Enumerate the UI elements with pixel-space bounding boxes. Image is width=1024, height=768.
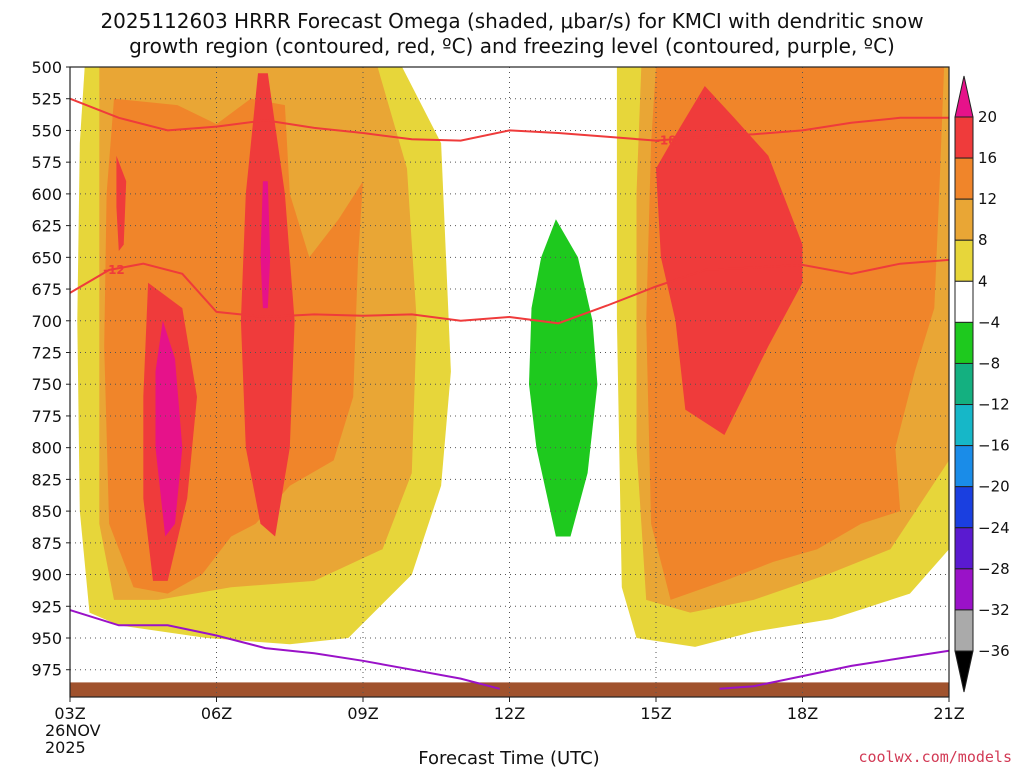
- colorbar-swatch: [954, 362, 974, 406]
- x-tick-label: 09Z: [347, 704, 378, 723]
- y-tick-label: 775: [31, 407, 62, 426]
- x-tick-label: 18Z: [787, 704, 818, 723]
- dgz-contours: -18 -12: [69, 97, 950, 325]
- colorbar-label: −16: [978, 437, 1010, 455]
- colorbar-label: 8: [978, 231, 988, 249]
- y-tick-label: 975: [31, 661, 62, 680]
- x-tick-label: 12Z: [494, 704, 525, 723]
- omega-fills: [77, 67, 949, 647]
- colorbar-label: 20: [978, 108, 997, 126]
- colorbar-label: −24: [978, 519, 1010, 537]
- y-tick-label: 750: [31, 375, 62, 394]
- colorbar-label: −32: [978, 601, 1010, 619]
- omega-region-10: [260, 181, 271, 309]
- colorbar-label: −4: [978, 313, 1000, 331]
- freezing-level-line-1: [719, 649, 950, 690]
- y-tick-label: 525: [31, 90, 62, 109]
- colorbar-label: −28: [978, 560, 1010, 578]
- y-tick-label: 650: [31, 248, 62, 267]
- x-tick-label: 21Z: [933, 704, 964, 723]
- x-date-line-2: 2025: [45, 738, 86, 757]
- chart-title-line-1: 2025112603 HRRR Forecast Omega (shaded, …: [100, 9, 923, 33]
- colorbar-label: −12: [978, 396, 1010, 414]
- y-tick-label: 800: [31, 439, 62, 458]
- y-tick-label: 925: [31, 597, 62, 616]
- x-axis-title: Forecast Time (UTC): [418, 748, 599, 768]
- y-tick-label: 900: [31, 566, 62, 585]
- colorbar-swatch: [954, 568, 974, 611]
- colorbar-swatch: [954, 239, 974, 282]
- colorbar-label: 12: [978, 190, 997, 208]
- colorbar-swatch: [954, 404, 974, 447]
- omega-region-11: [155, 320, 183, 537]
- colorbar-label: 16: [978, 149, 997, 167]
- x-tick-label: 15Z: [640, 704, 671, 723]
- colorbar-swatch: [954, 198, 974, 241]
- y-axis-ticks: 500 525 550 575 600 625 650 675 700 725 750 775 800 8…: [31, 58, 70, 680]
- colorbar-label: −36: [978, 642, 1010, 660]
- grid-lines: [70, 67, 949, 697]
- y-tick-label: 700: [31, 312, 62, 331]
- y-tick-label: 550: [31, 121, 62, 140]
- colorbar-swatch: [954, 157, 974, 200]
- dgz-contour-0: [69, 97, 949, 142]
- y-tick-label: 625: [31, 217, 62, 236]
- dgz-contour-1: [69, 258, 950, 325]
- colorbar-swatch: [954, 445, 974, 488]
- colorbar: 20 16 12 8 4 −4 −8 −12 −16 −20 −24 −28 −32 −36: [954, 75, 1010, 693]
- credit-text[interactable]: coolwx.com/models: [858, 748, 1012, 766]
- x-axis-ticks: 03Z 06Z 09Z 12Z 15Z 18Z 21Z: [54, 697, 965, 723]
- colorbar-label: −20: [978, 478, 1010, 496]
- x-tick-label: 03Z: [54, 704, 85, 723]
- omega-region-9: [656, 86, 803, 435]
- omega-region-8: [116, 155, 127, 251]
- y-tick-label: 675: [31, 280, 62, 299]
- y-tick-label: 600: [31, 185, 62, 204]
- terrain-strip: [70, 682, 949, 697]
- y-tick-label: 875: [31, 534, 62, 553]
- colorbar-top-cap: [954, 75, 974, 118]
- colorbar-swatch: [954, 321, 974, 364]
- omega-region-12: [529, 219, 598, 537]
- terrain-layer: [70, 682, 949, 697]
- y-tick-label: 575: [31, 153, 62, 172]
- y-tick-label: 500: [31, 58, 62, 77]
- colorbar-bottom-cap: [954, 650, 974, 693]
- colorbar-swatch: [954, 527, 974, 570]
- y-tick-label: 850: [31, 502, 62, 521]
- dgz-contour-label: -18: [655, 134, 677, 148]
- colorbar-swatch: [954, 280, 974, 323]
- freezing-level-contours: [69, 609, 950, 690]
- dgz-contour-label: -12: [103, 263, 125, 277]
- x-tick-label: 06Z: [201, 704, 232, 723]
- colorbar-label: 4: [978, 272, 988, 290]
- colorbar-swatch: [954, 116, 974, 159]
- colorbar-swatch: [954, 486, 974, 529]
- y-tick-label: 725: [31, 343, 62, 362]
- y-tick-label: 825: [31, 470, 62, 489]
- colorbar-swatch: [954, 609, 974, 652]
- chart-title-line-2: growth region (contoured, red, ºC) and f…: [129, 34, 895, 58]
- colorbar-label: −8: [978, 354, 1000, 372]
- y-tick-label: 950: [31, 629, 62, 648]
- x-date-line-1: 26NOV: [45, 721, 101, 740]
- freezing-level-line-0: [69, 609, 500, 690]
